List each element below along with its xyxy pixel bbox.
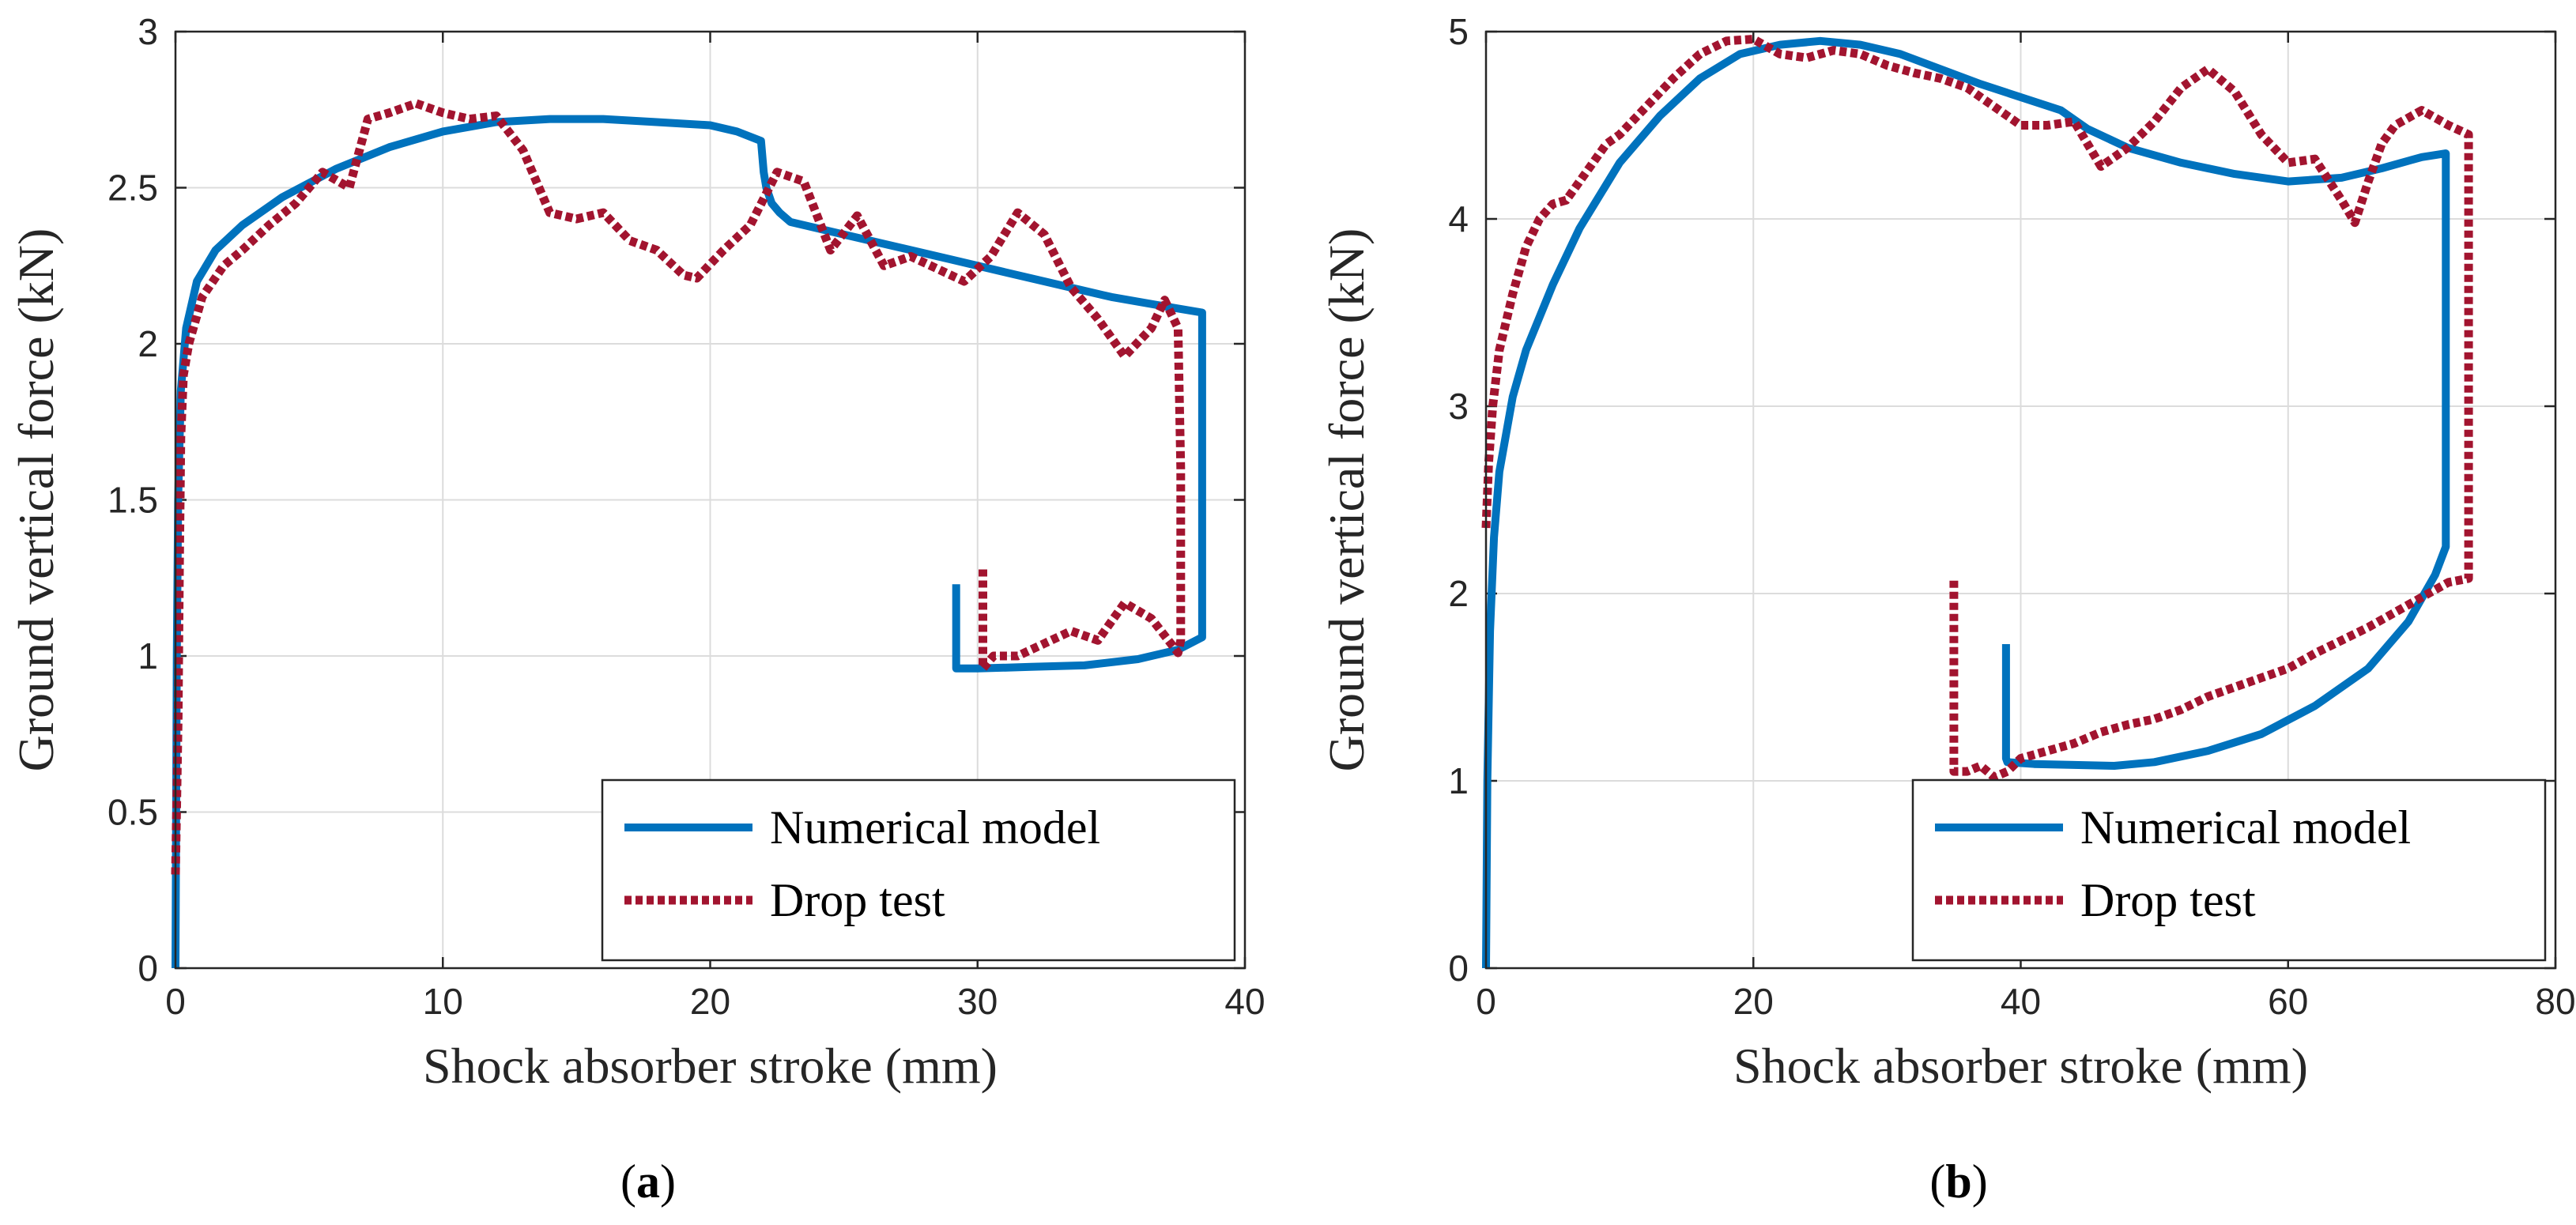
panel-caption-letter: a	[636, 1155, 660, 1208]
y-tick-label: 5	[1448, 11, 1469, 52]
series-line-numerical-model	[1482, 36, 2450, 969]
legend: Numerical model Drop test	[1911, 778, 2547, 962]
legend-label: Drop test	[770, 874, 945, 926]
x-tick-label: 30	[957, 981, 998, 1022]
panel-a: 0 10 20 30 40 0 0.5 1 1.5 2 2.5 3 Shock absorber str…	[8, 11, 1265, 1208]
series-line-drop-test	[171, 99, 1186, 875]
axes-box	[174, 30, 1247, 970]
x-tick-label: 40	[1224, 981, 1265, 1022]
x-tick-label: 10	[423, 981, 463, 1022]
x-axis-title: Shock absorber stroke (mm)	[423, 1038, 998, 1094]
y-axis-title: Ground vertical force (kN)	[8, 228, 64, 772]
x-tick-label: 80	[2535, 981, 2575, 1022]
axes-box	[1484, 30, 2557, 970]
y-tick-label: 1.5	[107, 480, 158, 521]
x-tick-label: 20	[690, 981, 730, 1022]
legend-box	[1911, 778, 2547, 962]
x-tick-label: 40	[2001, 981, 2041, 1022]
y-tick-label: 1	[138, 635, 158, 677]
y-tick-label: 4	[1448, 198, 1469, 239]
panel-caption-letter: b	[1945, 1155, 1971, 1208]
x-tick-label: 20	[1733, 981, 1774, 1022]
x-axis-title: Shock absorber stroke (mm)	[1733, 1038, 2308, 1094]
panel-caption: (a)	[620, 1155, 676, 1208]
series-line-drop-test	[1481, 35, 2473, 782]
legend-label: Numerical model	[2080, 801, 2411, 854]
x-tick-label: 60	[2268, 981, 2308, 1022]
y-tick-label: 0	[138, 948, 158, 989]
panel-b: 0 20 40 60 80 0 1 2 3 4 5 Shock absorber stroke (mm…	[1318, 11, 2576, 1208]
y-axis-title: Ground vertical force (kN)	[1318, 228, 1375, 772]
y-tick-label: 0	[1448, 948, 1469, 989]
y-tick-label: 2.5	[107, 168, 158, 209]
legend-box	[601, 778, 1236, 962]
y-tick-label: 1	[1448, 760, 1469, 801]
y-tick-label: 3	[1448, 386, 1469, 427]
legend: Numerical model Drop test	[601, 778, 1236, 962]
x-tick-label: 0	[1476, 981, 1496, 1022]
y-tick-label: 3	[138, 11, 158, 52]
y-tick-label: 2	[1448, 573, 1469, 614]
legend-label: Drop test	[2080, 874, 2256, 926]
y-tick-label: 2	[138, 323, 158, 364]
x-tick-label: 0	[165, 981, 186, 1022]
legend-label: Numerical model	[770, 801, 1100, 854]
panel-caption: (b)	[1929, 1155, 1987, 1208]
y-tick-label: 0.5	[107, 792, 158, 833]
